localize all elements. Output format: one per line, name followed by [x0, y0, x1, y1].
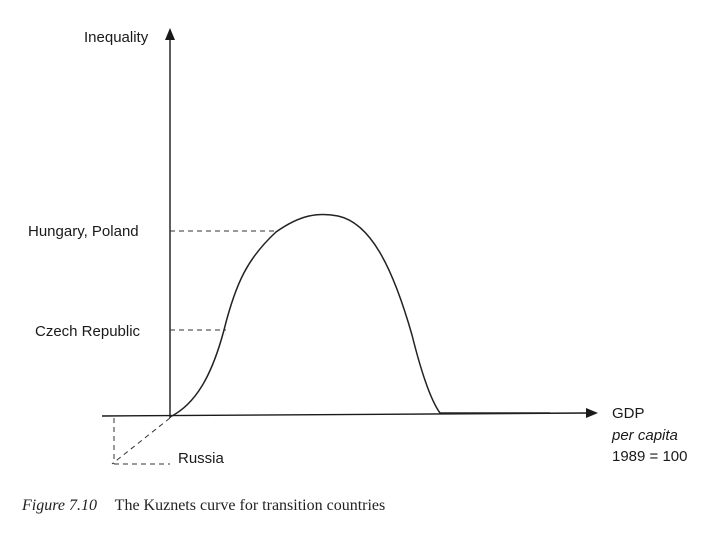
x-axis-arrowhead [586, 408, 598, 418]
figure-number: Figure 7.10 [22, 497, 97, 514]
figure-caption: Figure 7.10 The Kuznets curve for transi… [22, 497, 385, 515]
x-axis-label-gdp: GDP [612, 405, 645, 422]
level-label-czech-republic: Czech Republic [35, 323, 141, 340]
kuznets-curve [169, 213, 550, 418]
figure-caption-text: The Kuznets curve for transition countri… [114, 497, 386, 514]
y-axis-arrowhead [165, 28, 175, 40]
russia-guide-diagonal [111, 417, 171, 465]
level-label-russia: Russia [178, 450, 225, 467]
y-axis-label: Inequality [84, 29, 149, 46]
x-axis-label-base-year: 1989 = 100 [612, 448, 688, 465]
level-label-hungary-poland: Hungary, Poland [28, 223, 139, 240]
x-axis-label-per-capita: per capita [611, 427, 678, 444]
